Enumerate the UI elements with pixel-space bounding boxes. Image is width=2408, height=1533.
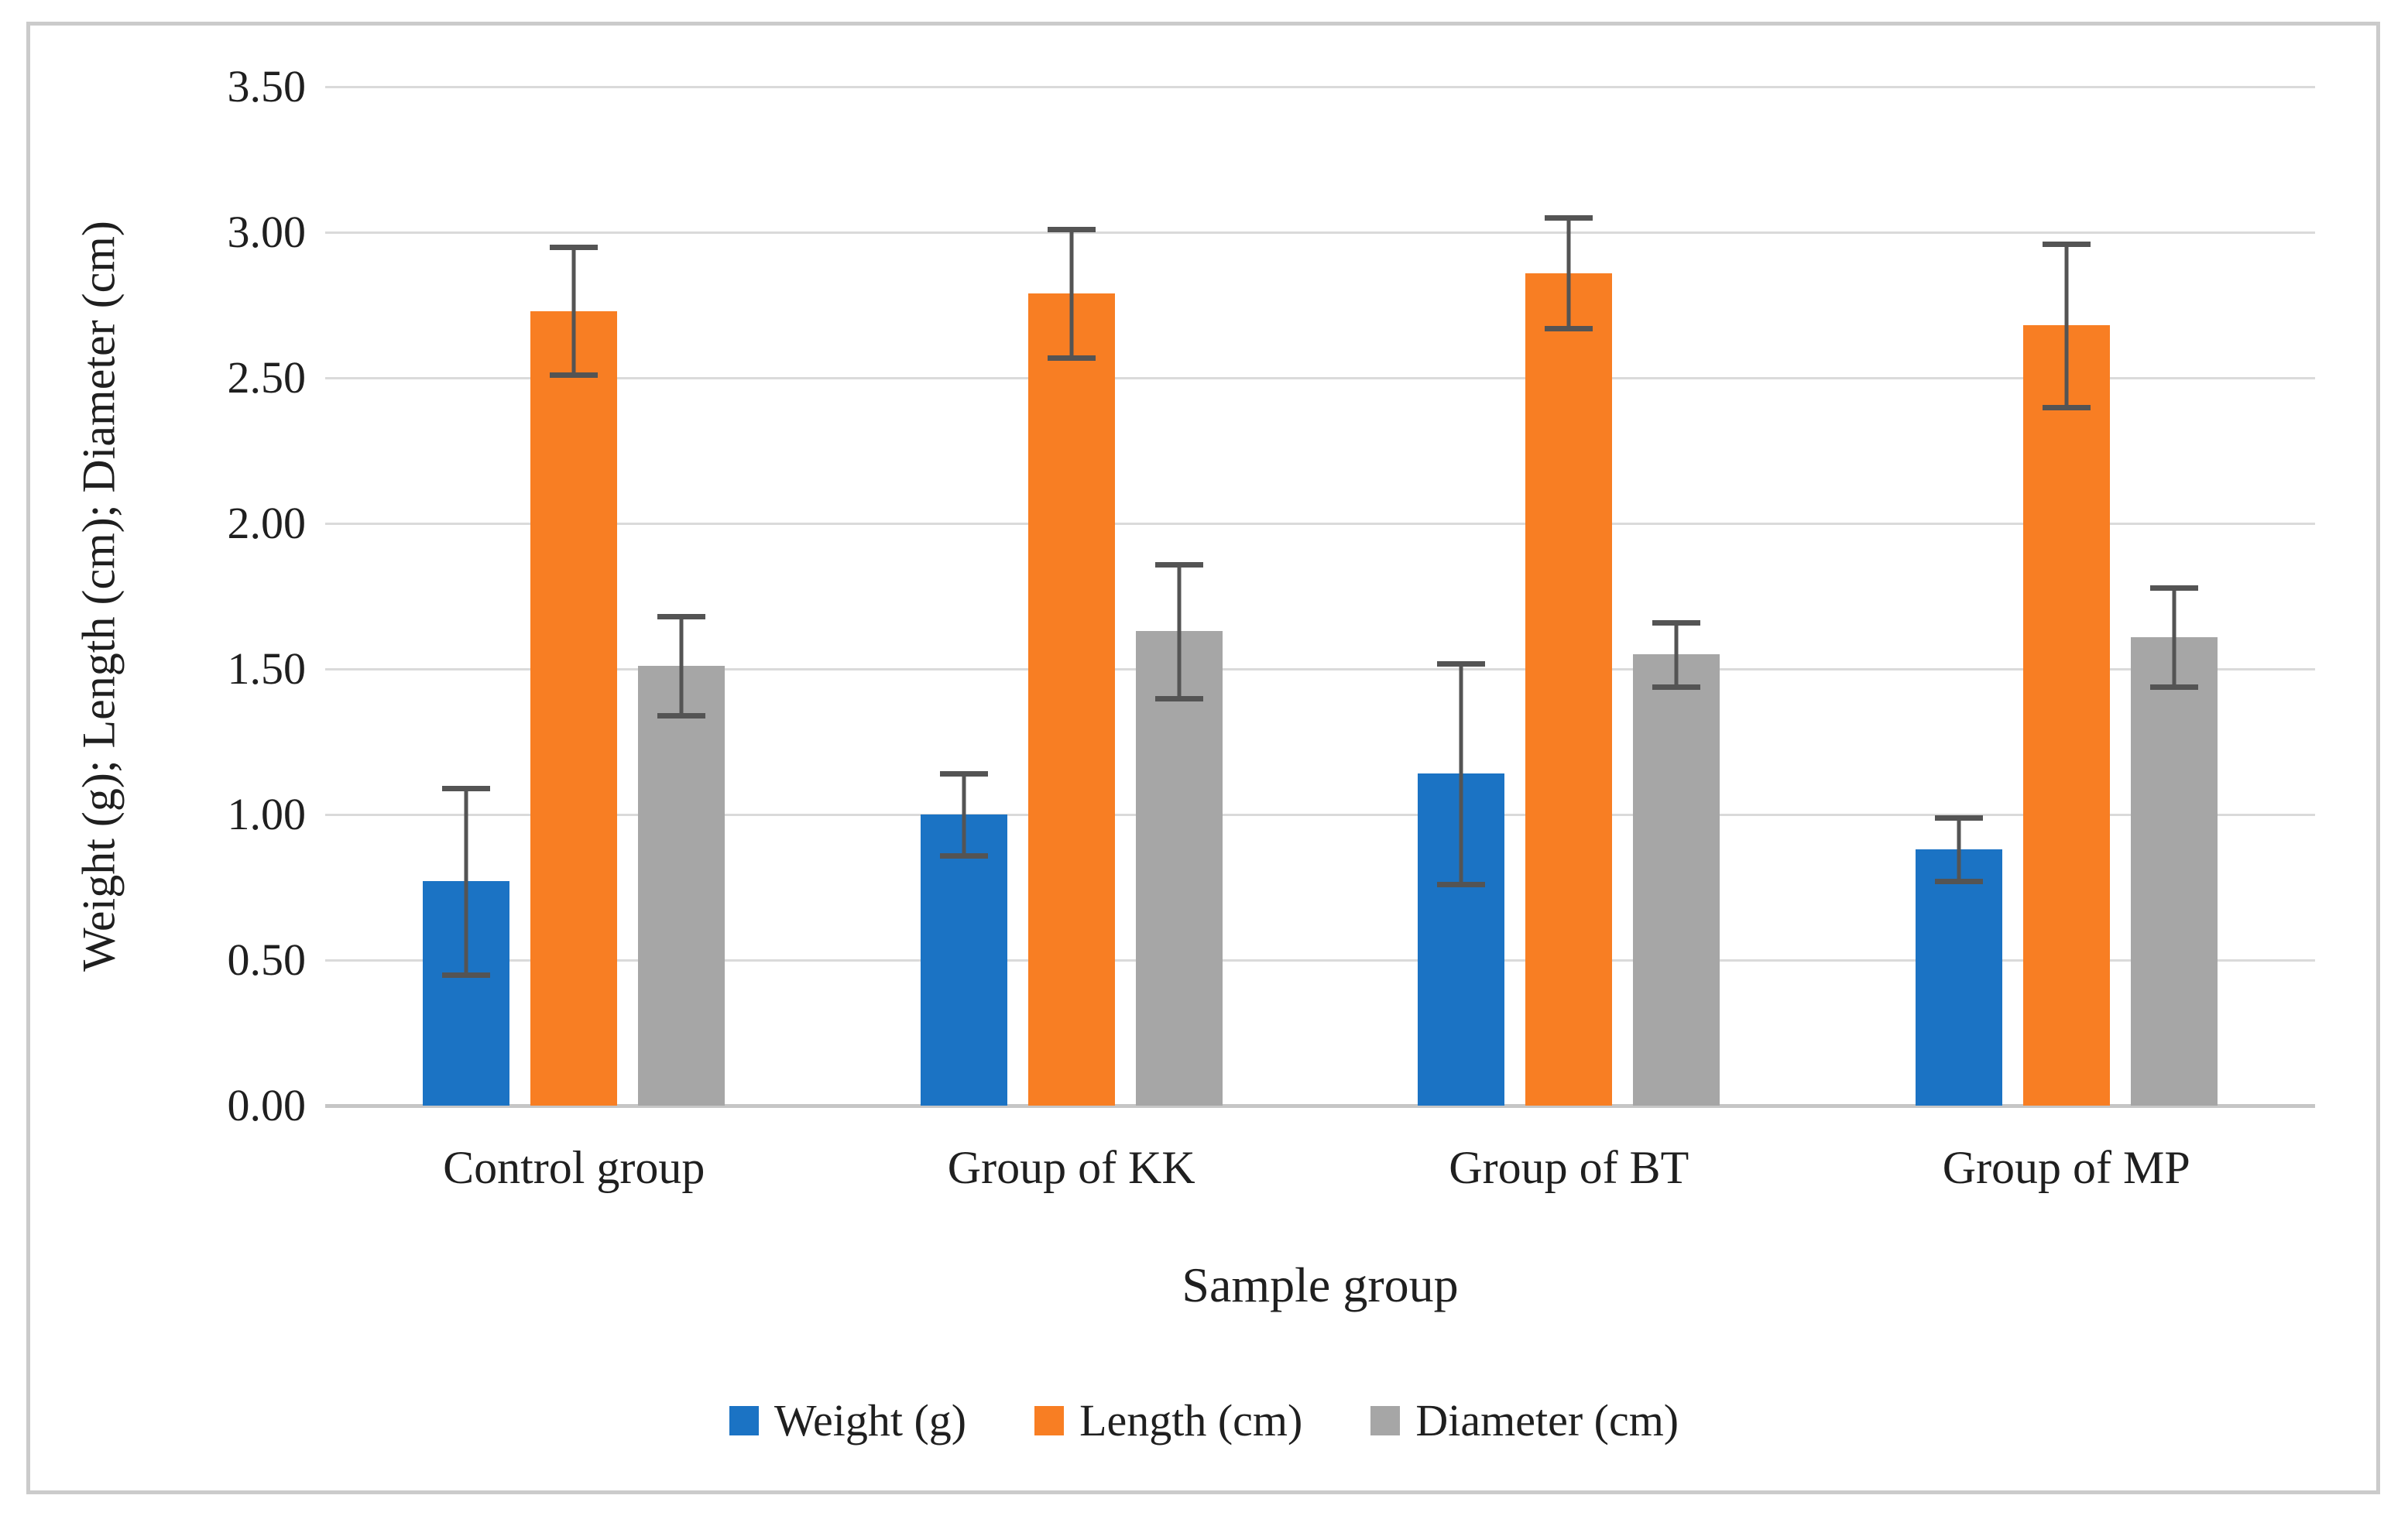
- error-bar-top-cap: [1934, 815, 1983, 821]
- bar-diameter-cm-group-of-mp: [2130, 585, 2218, 1106]
- x-category-label-group-of-kk: Group of KK: [947, 1142, 1195, 1193]
- y-tick-label: 1.00: [227, 789, 307, 839]
- error-bar: [1674, 622, 1679, 687]
- error-bar: [2172, 587, 2176, 687]
- error-bar: [2064, 244, 2069, 407]
- bar-diameter-cm-group-of-bt: [1633, 619, 1720, 1106]
- gridline: [325, 231, 2315, 234]
- bar-group-group-of-bt: [1320, 87, 1818, 1106]
- bar-group-group-of-kk: [823, 87, 1321, 1106]
- error-bar-bottom-cap: [1437, 882, 1486, 888]
- error-bar-bottom-cap: [2042, 404, 2091, 410]
- bar-group-control-group: [325, 87, 823, 1106]
- error-bar-top-cap: [939, 771, 988, 777]
- legend-item-diameter-cm: Diameter (cm): [1370, 1398, 1679, 1443]
- error-bar-bottom-cap: [1652, 684, 1701, 690]
- error-bar: [1957, 817, 1961, 882]
- x-category-label-group-of-mp: Group of MP: [1942, 1142, 2190, 1193]
- bar-diameter-cm-control-group: [638, 614, 725, 1106]
- error-bar-bottom-cap: [2149, 684, 2198, 690]
- x-axis-category-labels: Control group Group of KK Group of BT Group…: [325, 1144, 2315, 1191]
- legend-label: Diameter (cm): [1415, 1395, 1679, 1446]
- y-tick-label: 3.50: [227, 61, 307, 111]
- error-bar: [1177, 564, 1182, 698]
- y-tick-label: 2.50: [227, 352, 307, 403]
- error-bar-bottom-cap: [1934, 879, 1983, 885]
- legend-swatch-length-cm: [1034, 1406, 1065, 1435]
- bar-weight-g-group-of-kk: [920, 771, 1007, 1106]
- legend-swatch-diameter-cm: [1370, 1406, 1401, 1435]
- gridline: [325, 959, 2315, 962]
- y-tick-label: 0.50: [227, 935, 307, 985]
- bar-group-group-of-mp: [1818, 87, 2316, 1106]
- legend-swatch-weight-g: [729, 1406, 759, 1435]
- legend-label: Weight (g): [774, 1395, 967, 1446]
- error-bar: [962, 773, 966, 856]
- bar-length-cm-group-of-bt: [1525, 215, 1613, 1106]
- error-bar-bottom-cap: [550, 372, 599, 379]
- gridline: [325, 377, 2315, 379]
- y-tick-label: 0.00: [227, 1080, 307, 1130]
- legend-item-weight-g: Weight (g): [729, 1398, 966, 1443]
- y-axis-title: Weight (g); Length (cm); Diameter (cm): [73, 221, 125, 972]
- error-bar-bottom-cap: [442, 972, 491, 978]
- gridline: [325, 86, 2315, 88]
- legend-label: Length (cm): [1079, 1395, 1303, 1446]
- error-bar-bottom-cap: [1545, 326, 1593, 332]
- error-bar: [1566, 218, 1571, 329]
- y-tick-label: 2.00: [227, 498, 307, 548]
- y-axis-ticks: 0.00 0.50 1.00 1.50 2.00 2.50 3.00 3.50: [0, 64, 307, 1128]
- error-bar-top-cap: [657, 614, 706, 620]
- error-bar: [571, 246, 576, 376]
- error-bar-top-cap: [1047, 227, 1096, 233]
- error-bar-top-cap: [1652, 619, 1701, 626]
- x-axis-title: Sample group: [1182, 1257, 1459, 1312]
- error-bar-top-cap: [442, 786, 491, 792]
- bar-length-cm-group-of-kk: [1027, 227, 1115, 1106]
- bar-weight-g-group-of-bt: [1418, 660, 1505, 1106]
- error-bar-bottom-cap: [939, 852, 988, 859]
- gridline: [325, 523, 2315, 525]
- bar-length-cm-control-group: [530, 244, 618, 1106]
- error-bar-bottom-cap: [1154, 695, 1203, 701]
- legend: Weight (g) Length (cm) Diameter (cm): [0, 1394, 2408, 1448]
- x-category-label-group-of-bt: Group of BT: [1449, 1142, 1689, 1193]
- bar-groups: [325, 87, 2315, 1106]
- bar-diameter-cm-group-of-kk: [1135, 561, 1223, 1106]
- error-bar: [1459, 663, 1463, 885]
- gridline: [325, 814, 2315, 816]
- error-bar-top-cap: [1154, 561, 1203, 568]
- error-bar-top-cap: [1545, 215, 1593, 221]
- bar-weight-g-group-of-mp: [1915, 815, 2002, 1106]
- y-tick-label: 1.50: [227, 643, 307, 694]
- x-axis-line: [325, 1104, 2315, 1108]
- error-bar: [1069, 229, 1074, 358]
- gridline: [325, 668, 2315, 670]
- error-bar-top-cap: [1437, 660, 1486, 667]
- bar-weight-g-control-group: [423, 786, 510, 1106]
- bar-length-cm-group-of-mp: [2022, 242, 2110, 1106]
- error-bar-top-cap: [2042, 242, 2091, 248]
- x-category-label-control-group: Control group: [443, 1142, 705, 1193]
- error-bar-top-cap: [2149, 585, 2198, 591]
- error-bar-bottom-cap: [657, 713, 706, 719]
- y-tick-label: 3.00: [227, 207, 307, 257]
- error-bar-bottom-cap: [1047, 355, 1096, 361]
- error-bar-top-cap: [550, 244, 599, 250]
- error-bar: [679, 616, 684, 716]
- error-bar: [464, 788, 468, 975]
- legend-item-length-cm: Length (cm): [1034, 1398, 1302, 1443]
- plot-area: [325, 86, 2315, 1108]
